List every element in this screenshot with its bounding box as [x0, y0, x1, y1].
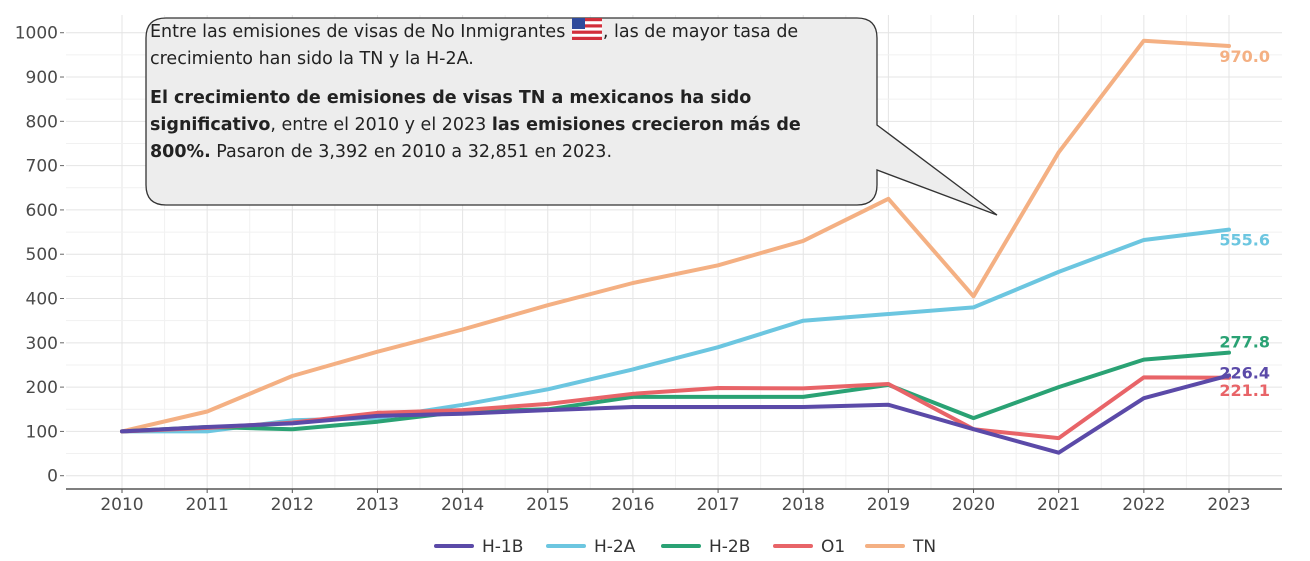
y-tick-label: 400 — [26, 290, 58, 310]
x-tick-label: 2016 — [611, 495, 654, 515]
series-line-h-2b — [120, 350, 1231, 434]
us-flag-icon — [571, 18, 602, 40]
callout-paragraph-2: El crecimiento de emisiones de visas TN … — [150, 85, 850, 166]
legend-label-tn: TN — [912, 537, 936, 557]
x-tick-label: 2019 — [867, 495, 910, 515]
x-tick-label: 2013 — [356, 495, 399, 515]
x-tick-label: 2018 — [782, 495, 825, 515]
end-labels: 226.4 555.6 277.8 221.1 970.0 — [1219, 47, 1270, 400]
y-tick-label: 200 — [26, 378, 58, 398]
end-label-tn: 970.0 — [1219, 47, 1270, 66]
legend-label-h-2b: H-2B — [709, 537, 750, 557]
legend-label-h-2a: H-2A — [594, 537, 636, 557]
x-tick-label: 2014 — [441, 495, 484, 515]
y-tick-label: 500 — [26, 245, 58, 265]
series-line-h-1b — [120, 373, 1231, 455]
x-tick-label: 2023 — [1207, 495, 1250, 515]
legend-label-h-1b: H-1B — [482, 537, 523, 557]
x-tick-label: 2010 — [100, 495, 143, 515]
y-tick-label: 800 — [26, 112, 58, 132]
callout-paragraph-1: Entre las emisiones de visas de No Inmig… — [150, 18, 850, 73]
legend: H-1B H-2A H-2B O1 TN — [434, 537, 936, 557]
series-line-tn — [120, 38, 1231, 434]
callout-intro: Entre las emisiones de visas de No Inmig… — [150, 22, 566, 42]
y-tick-label: 300 — [26, 334, 58, 354]
y-axis-ticks: 0 100 200 300 400 500 600 700 800 900 1000 — [15, 24, 64, 487]
legend-label-o1: O1 — [821, 537, 845, 557]
x-tick-label: 2020 — [952, 495, 995, 515]
x-tick-label: 2015 — [526, 495, 569, 515]
end-label-o1: 221.1 — [1219, 381, 1270, 400]
y-tick-label: 900 — [26, 68, 58, 88]
x-tick-label: 2021 — [1037, 495, 1080, 515]
y-tick-label: 700 — [26, 157, 58, 177]
callout-normal-1: , entre el 2010 y el 2023 — [270, 115, 492, 135]
x-tick-label: 2011 — [186, 495, 229, 515]
x-tick-label: 2017 — [696, 495, 739, 515]
series-lines — [120, 38, 1231, 455]
y-tick-label: 600 — [26, 201, 58, 221]
end-label-h-2a: 555.6 — [1219, 231, 1270, 250]
end-label-h-1b: 226.4 — [1219, 363, 1270, 382]
callout-bubble — [145, 17, 998, 216]
callout-bold-2: las emisiones crecieron más de 800%. — [150, 115, 801, 162]
y-tick-label: 0 — [47, 467, 58, 487]
y-tick-label: 1000 — [15, 24, 58, 44]
callout-normal-2: Pasaron de 3,392 en 2010 a 32,851 en 202… — [210, 142, 613, 162]
callout-bold-1: El crecimiento de emisiones de visas TN … — [150, 88, 752, 135]
x-tick-label: 2012 — [271, 495, 314, 515]
end-label-h-2b: 277.8 — [1219, 333, 1270, 352]
x-tick-label: 2022 — [1122, 495, 1165, 515]
x-axis-ticks: 2010 2011 2012 2013 2014 2015 2016 2017 2018 2019… — [100, 489, 1251, 515]
callout-intro-rest: , las de mayor tasa de crecimiento han s… — [150, 22, 799, 69]
callout-text: Entre las emisiones de visas de No Inmig… — [150, 18, 850, 178]
y-tick-label: 100 — [26, 422, 58, 442]
